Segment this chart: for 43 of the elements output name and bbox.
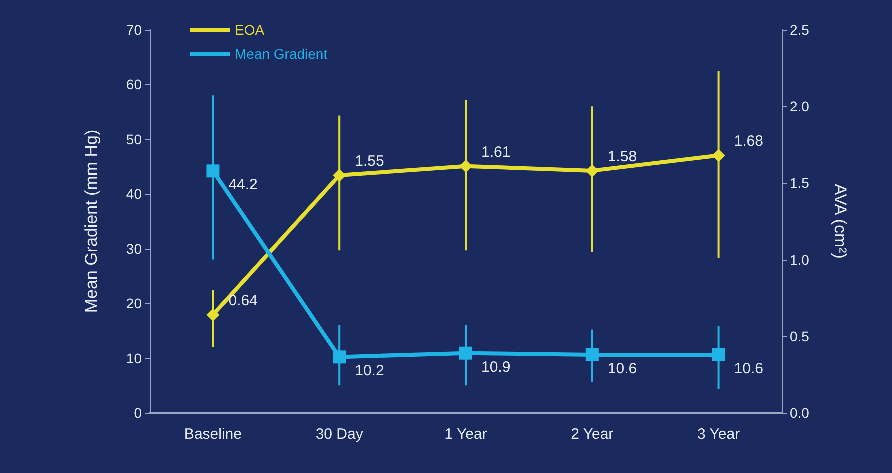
y2-tick-label: 1.5 — [790, 175, 810, 192]
legend-label: EOA — [235, 22, 266, 38]
y-tick-label: 30 — [126, 240, 142, 257]
point — [586, 164, 599, 178]
y-tick-label: 0 — [134, 405, 142, 421]
point — [206, 164, 220, 178]
y2-tick-label: 1.0 — [790, 252, 810, 268]
y-tick-label: 70 — [126, 22, 142, 38]
y-tick-label: 10 — [126, 350, 142, 366]
point — [586, 348, 599, 362]
y2-tick-label: 0.5 — [790, 328, 810, 344]
data-label: 1.58 — [608, 148, 638, 166]
x-tick-label: 30 Day — [316, 426, 364, 443]
data-label: 10.2 — [355, 362, 384, 380]
point — [712, 348, 726, 362]
data-label: 10.6 — [734, 360, 764, 378]
data-label: 1.55 — [355, 153, 384, 170]
y2-tick-label: 2.0 — [790, 98, 810, 115]
data-label: 1.61 — [482, 144, 511, 161]
data-label: 10.9 — [482, 358, 511, 376]
data-label: 1.68 — [734, 133, 764, 150]
y2-tick-label: 0.0 — [790, 405, 810, 421]
point — [333, 169, 346, 182]
y-tick-label: 20 — [126, 296, 142, 312]
y-tick-label: 60 — [126, 76, 142, 93]
x-tick-label: 3 Year — [698, 426, 740, 443]
y-tick-label: 50 — [126, 131, 142, 148]
legend-label: Mean Gradient — [235, 46, 328, 62]
y-axis-title: Mean Gradient (mm Hg) — [82, 130, 101, 314]
x-tick-label: Baseline — [184, 426, 242, 443]
point — [712, 149, 726, 162]
data-label: 10.6 — [608, 360, 638, 378]
y2-tick-label: 2.5 — [790, 22, 810, 38]
x-tick-label: 2 Year — [571, 426, 614, 443]
x-tick-label: 1 Year — [444, 426, 488, 443]
point — [333, 350, 346, 364]
y2-axis-title: AVA (cm²) — [831, 184, 850, 259]
data-label: 44.2 — [228, 176, 258, 194]
point — [460, 160, 472, 173]
point — [206, 308, 220, 322]
point — [460, 346, 472, 360]
y-tick-label: 40 — [126, 186, 142, 202]
data-label: 0.64 — [228, 292, 258, 310]
